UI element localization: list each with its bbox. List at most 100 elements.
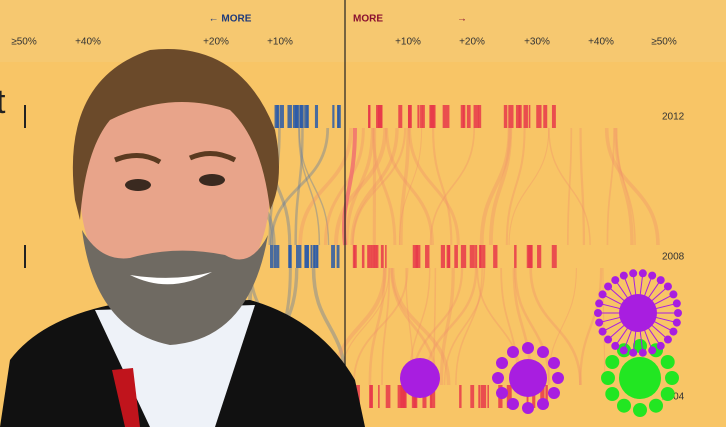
bar: [470, 385, 475, 408]
dot: [594, 309, 602, 317]
flow: [566, 127, 573, 246]
dot: [598, 327, 607, 336]
bar: [430, 385, 436, 408]
bar: [545, 385, 548, 408]
flow: [455, 267, 483, 386]
flow: [604, 127, 660, 246]
bar: [332, 105, 335, 128]
bar: [24, 245, 26, 268]
bar: [551, 245, 557, 268]
flow: [350, 127, 399, 246]
bar: [314, 105, 319, 128]
flow: [368, 267, 386, 386]
bar: [304, 105, 308, 128]
dot: [496, 387, 509, 399]
bar: [442, 105, 445, 128]
dot: [537, 397, 549, 410]
bar: [503, 105, 508, 128]
flow: [439, 267, 455, 386]
dot: [648, 346, 657, 355]
dot: [672, 318, 681, 327]
dot: [604, 282, 613, 291]
flow: [579, 127, 586, 246]
dot: [611, 341, 620, 350]
bar: [378, 385, 380, 408]
bar: [447, 245, 451, 268]
bubble: [619, 294, 657, 332]
dot: [507, 397, 519, 410]
dot: [656, 341, 665, 350]
dot: [660, 355, 675, 369]
bar: [482, 245, 486, 268]
bar: [506, 385, 512, 408]
flow: [579, 267, 603, 386]
bar: [473, 105, 479, 128]
dot: [638, 348, 647, 357]
dot: [492, 372, 504, 384]
bar: [380, 245, 384, 268]
flow: [345, 127, 375, 246]
flow: [298, 127, 353, 246]
bar: [417, 105, 420, 128]
bar: [352, 245, 356, 268]
dot: [669, 290, 678, 299]
dot: [617, 398, 631, 413]
edge-text: t: [0, 83, 6, 121]
flow: [529, 267, 582, 386]
flow: [429, 127, 476, 246]
eye: [199, 174, 225, 186]
smile: [130, 272, 212, 285]
dot: [638, 269, 647, 278]
bar: [514, 245, 517, 268]
tie: [112, 368, 140, 427]
flow: [342, 127, 357, 246]
flow: [294, 127, 304, 246]
dot: [604, 335, 613, 344]
dot: [629, 348, 638, 357]
bar: [551, 105, 556, 128]
bar: [459, 385, 462, 408]
right-arrow: →: [457, 14, 467, 25]
tick-label: +30%: [524, 37, 550, 48]
hair: [72, 49, 279, 220]
dot: [648, 271, 657, 280]
bar: [270, 245, 274, 268]
dot: [629, 269, 638, 278]
bubble: [619, 357, 661, 399]
flow: [514, 267, 551, 386]
dot: [649, 398, 663, 413]
bar: [425, 245, 430, 268]
bar: [483, 385, 487, 408]
dot: [619, 346, 628, 355]
bar: [460, 105, 465, 128]
bar: [376, 105, 380, 128]
dot: [601, 371, 615, 385]
bar: [422, 105, 425, 128]
bar: [313, 245, 319, 268]
flow: [351, 127, 407, 246]
flow: [269, 127, 330, 246]
bar: [400, 385, 405, 408]
dot: [547, 387, 560, 399]
dot: [605, 355, 620, 369]
flow: [488, 127, 513, 246]
bar: [444, 105, 450, 128]
dot: [663, 335, 672, 344]
bar: [385, 385, 391, 408]
bar: [397, 385, 402, 408]
dot: [595, 318, 604, 327]
right-header: MORE: [353, 14, 383, 25]
bar: [299, 105, 301, 128]
tick-label: +10%: [267, 37, 293, 48]
dot: [619, 271, 628, 280]
header-band: [0, 0, 726, 62]
flow: [602, 267, 606, 386]
bar: [537, 245, 542, 268]
flow: [352, 267, 409, 386]
dot: [660, 387, 675, 401]
bar: [377, 105, 383, 128]
dot: [507, 346, 519, 359]
face: [80, 65, 270, 315]
flow: [443, 267, 486, 386]
flow: [371, 127, 397, 246]
